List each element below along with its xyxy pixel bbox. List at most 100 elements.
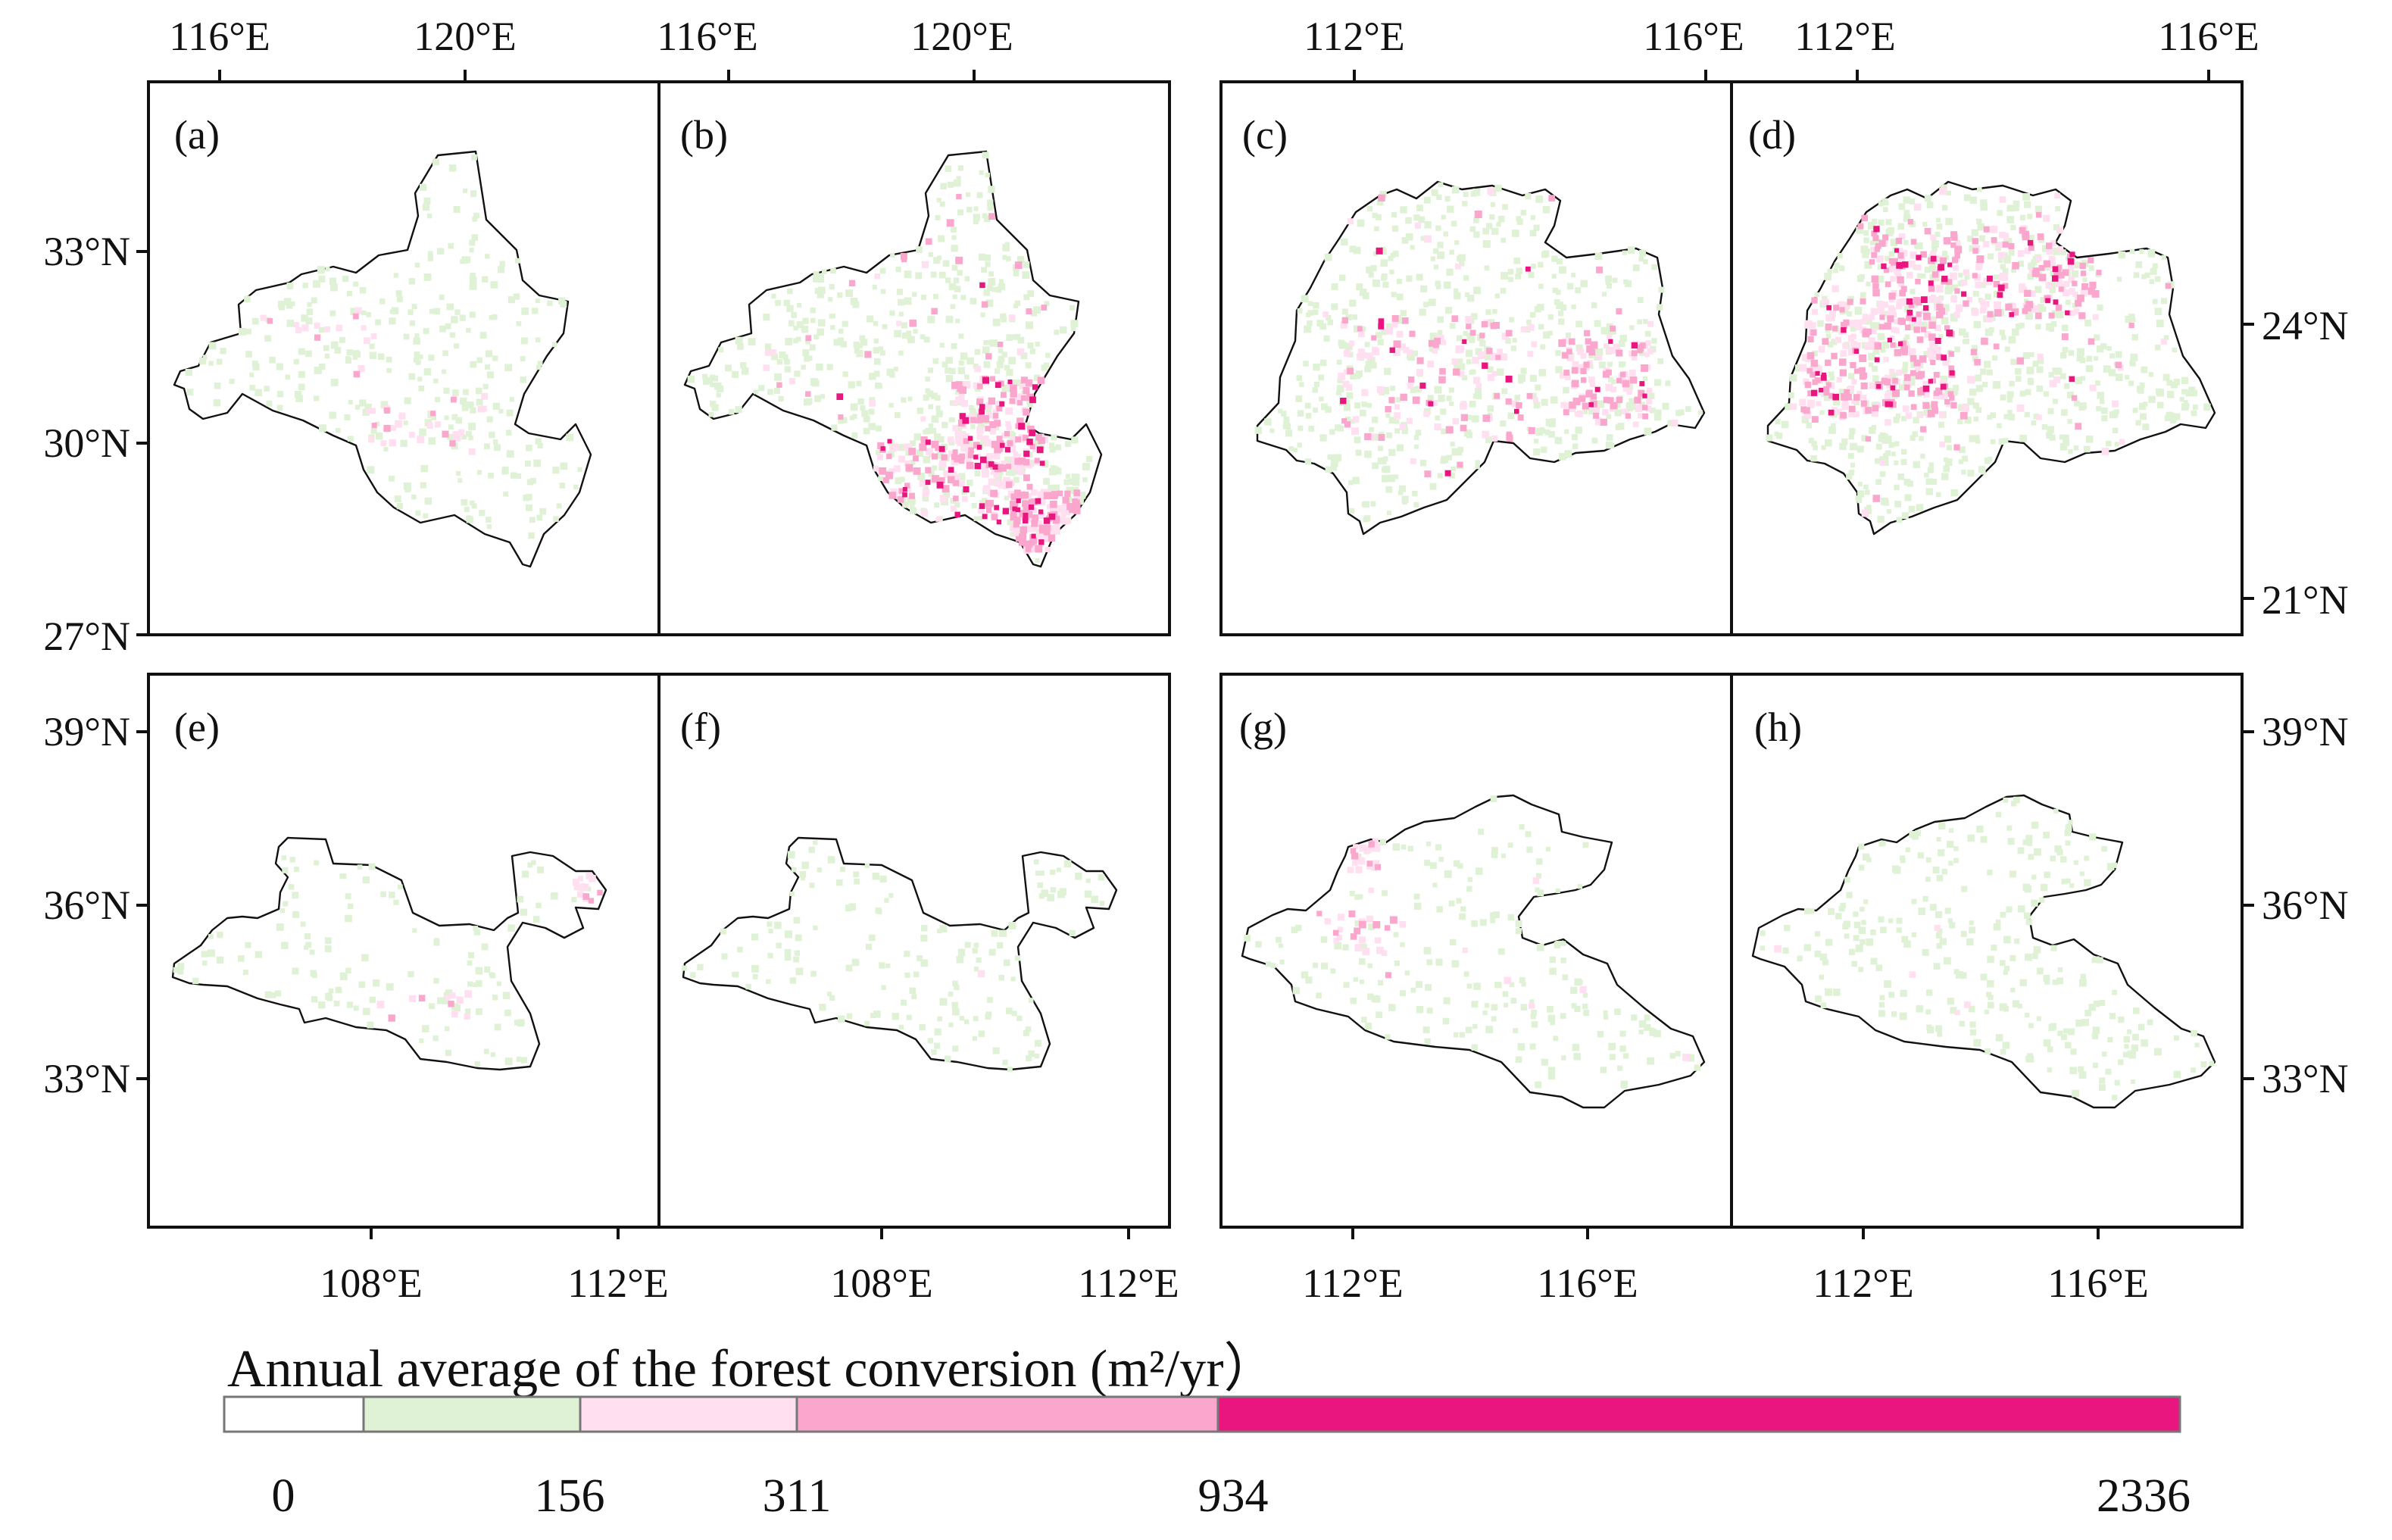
conversion-pixel <box>1930 234 1937 241</box>
conversion-pixel <box>1902 261 1909 268</box>
conversion-pixel <box>1571 273 1576 278</box>
conversion-pixel <box>1920 426 1927 433</box>
conversion-pixel <box>1432 882 1438 888</box>
conversion-pixel <box>2181 376 2189 384</box>
conversion-pixel <box>1868 362 1873 367</box>
conversion-pixel <box>1060 326 1067 334</box>
conversion-pixel <box>1026 321 1033 330</box>
conversion-pixel <box>1495 982 1502 989</box>
conversion-pixel <box>1443 997 1451 1004</box>
conversion-pixel <box>2137 1023 2145 1031</box>
conversion-pixel <box>1869 426 1876 434</box>
conversion-pixel <box>951 264 958 271</box>
conversion-pixel <box>947 181 954 188</box>
conversion-pixel <box>1839 369 1847 376</box>
conversion-pixel <box>1878 323 1885 330</box>
conversion-pixel <box>324 945 332 953</box>
conversion-pixel <box>984 215 991 223</box>
conversion-pixel <box>987 339 993 345</box>
conversion-pixel <box>974 470 981 476</box>
conversion-pixel <box>973 516 979 521</box>
conversion-pixel <box>1541 1058 1548 1066</box>
conversion-pixel <box>2027 841 2033 846</box>
conversion-pixel <box>1407 349 1413 356</box>
conversion-pixel <box>1445 426 1454 434</box>
conversion-pixel <box>328 988 334 994</box>
conversion-pixel <box>1821 372 1827 378</box>
conversion-pixel <box>1533 224 1540 231</box>
conversion-pixel <box>689 972 696 978</box>
conversion-pixel <box>1473 982 1481 990</box>
conversion-pixel <box>1665 380 1671 386</box>
conversion-pixel <box>1938 849 1945 857</box>
conversion-pixel <box>1060 511 1066 517</box>
conversion-pixel <box>1627 246 1635 254</box>
conversion-pixel <box>1524 326 1531 333</box>
conversion-pixel <box>1019 533 1026 542</box>
conversion-pixel <box>928 470 935 477</box>
conversion-pixel <box>1075 873 1082 880</box>
conversion-pixel <box>2094 334 2100 341</box>
conversion-pixel <box>1928 285 1935 292</box>
conversion-pixel <box>1471 313 1478 320</box>
conversion-pixel <box>1359 844 1367 852</box>
conversion-pixel <box>1526 392 1533 399</box>
conversion-pixel <box>2024 201 2031 208</box>
conversion-pixel <box>368 436 375 443</box>
conversion-pixel <box>2112 400 2119 408</box>
lon-label-a-116: 116°E <box>169 14 270 59</box>
conversion-pixel <box>906 330 912 336</box>
conversion-pixel <box>1605 383 1613 392</box>
conversion-pixel <box>1014 261 1023 269</box>
conversion-pixel <box>1006 424 1012 430</box>
lon-label-b-120: 120°E <box>910 14 1013 59</box>
group-g-h: (g) (h) 39°N 36°N 33°N 112°E 116°E 112°E… <box>1219 673 2349 1306</box>
conversion-pixel <box>1016 1015 1023 1021</box>
conversion-pixel <box>932 358 939 364</box>
conversion-pixel <box>361 954 369 962</box>
conversion-pixel <box>2093 1000 2100 1007</box>
conversion-pixel <box>1323 335 1330 342</box>
conversion-pixel <box>394 495 401 503</box>
conversion-pixel <box>840 867 845 872</box>
conversion-pixel <box>469 282 477 290</box>
conversion-pixel <box>1381 950 1388 956</box>
conversion-pixel <box>1015 423 1021 430</box>
conversion-pixel <box>951 245 958 252</box>
conversion-pixel <box>2046 242 2053 249</box>
conversion-pixel <box>1976 825 1984 833</box>
conversion-pixel <box>1520 1004 1528 1011</box>
conversion-pixel <box>465 1008 471 1014</box>
conversion-pixel <box>881 985 886 990</box>
conversion-pixel <box>1033 859 1039 865</box>
conversion-pixel <box>1472 393 1479 399</box>
conversion-pixel <box>1894 327 1900 334</box>
conversion-pixel <box>954 501 960 508</box>
conversion-pixel <box>214 383 221 389</box>
conversion-pixel <box>1785 403 1792 411</box>
conversion-pixel <box>1872 235 1879 242</box>
conversion-pixel <box>1069 507 1075 514</box>
conversion-pixel <box>1898 203 1906 211</box>
conversion-pixel <box>1451 358 1458 365</box>
conversion-pixel <box>1029 348 1036 355</box>
conversion-pixel <box>1507 914 1514 921</box>
conversion-pixel <box>851 958 860 967</box>
conversion-pixel <box>1025 546 1032 552</box>
conversion-pixel <box>879 267 886 274</box>
conversion-pixel <box>1952 388 1959 395</box>
lon-label-c-112: 112°E <box>1304 14 1405 59</box>
conversion-pixel <box>1516 218 1523 225</box>
conversion-pixel <box>2043 974 2050 982</box>
conversion-pixel <box>589 874 596 882</box>
conversion-pixel <box>1938 421 1944 428</box>
conversion-pixel <box>1375 214 1382 220</box>
conversion-pixel <box>1555 289 1561 295</box>
conversion-pixel <box>1424 860 1431 867</box>
conversion-pixel <box>1451 466 1456 472</box>
conversion-pixel <box>484 966 491 973</box>
conversion-pixel <box>1828 315 1835 322</box>
conversion-pixel <box>1009 445 1016 453</box>
conversion-pixel <box>974 365 981 373</box>
conversion-pixel <box>2112 427 2119 433</box>
